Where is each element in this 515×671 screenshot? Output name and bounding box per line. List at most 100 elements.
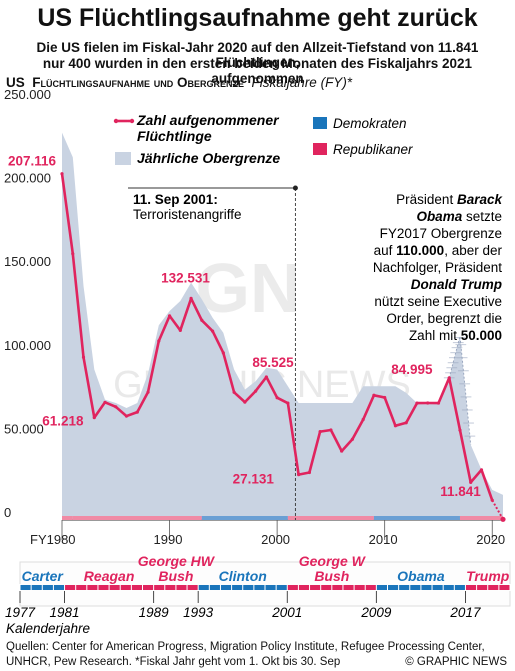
admissions-point	[275, 396, 279, 400]
admissions-point	[458, 428, 462, 432]
admissions-point	[297, 473, 301, 477]
annotation-line-1: Präsident Barack	[396, 192, 503, 207]
president-year-label: 2017	[449, 605, 481, 620]
admissions-point	[92, 416, 96, 420]
annotation-line-6: Donald Trump	[411, 277, 502, 292]
president-name-line-2: Bush	[158, 568, 193, 584]
point-label: 85.525	[252, 355, 294, 370]
admissions-point	[361, 417, 365, 422]
legend-democrats-swatch	[313, 117, 327, 129]
x-tick-label: 1990	[154, 532, 183, 547]
admissions-point	[469, 480, 473, 484]
president-year-label: 1977	[5, 605, 36, 620]
admissions-point	[383, 395, 387, 400]
annotation-line-3: FY2017 Obergrenze	[380, 226, 502, 241]
president-name-line-2: Bush	[314, 568, 349, 584]
admissions-point	[340, 449, 344, 453]
x-tick-label: 2020	[476, 532, 505, 547]
chart-header-prefix: US	[6, 75, 25, 90]
admissions-point	[60, 172, 64, 176]
sources-line-1: Quellen: Center for American Progress, M…	[6, 641, 485, 653]
legend-ceiling-swatch	[115, 152, 131, 165]
admissions-point	[124, 414, 129, 418]
event-dot	[292, 185, 298, 191]
legend-democrats-label: Demokraten	[333, 116, 407, 131]
president-name-line-1: George HW	[138, 553, 216, 569]
ceiling-area	[62, 132, 503, 520]
admissions-point	[103, 400, 107, 404]
point-label: 132.531	[161, 270, 210, 285]
admissions-point	[243, 400, 247, 404]
annotation-line-4-part-0: auf	[374, 243, 397, 258]
x-tick-label: 2010	[369, 532, 398, 547]
annotation-line-7-part-0: nützt seine Executive	[374, 294, 502, 309]
annotation-line-3-part-0: FY2017 Obergrenze	[380, 226, 502, 241]
president-name: Trump	[466, 568, 510, 584]
president-name: Clinton	[219, 568, 267, 584]
admissions-point	[329, 428, 333, 432]
president-name: Obama	[397, 568, 445, 584]
annotation-line-7: nützt seine Executive	[374, 294, 502, 309]
annotation-line-1-part-0: Präsident	[396, 192, 457, 207]
admissions-point	[490, 498, 494, 502]
admissions-point	[307, 470, 311, 475]
admissions-point	[81, 355, 86, 359]
x-tick-label: FY1980	[30, 532, 76, 547]
legend-line-dot-b	[129, 118, 135, 124]
annotation-line-2-part-0: Obama	[416, 209, 462, 224]
y-tick-label: 50.000	[4, 421, 44, 436]
point-label: 207.116	[8, 154, 57, 169]
credit: © GRAPHIC NEWS	[405, 656, 507, 668]
event-label-bold: 11. Sep 2001:	[133, 192, 218, 207]
legend-line-dot-a	[113, 118, 119, 124]
y-tick-label: 0	[4, 505, 11, 520]
annotation-line-4: auf 110.000, aber der	[374, 243, 503, 258]
admissions-point	[415, 401, 419, 405]
admissions-point-end	[500, 516, 506, 522]
legend-admissions-line-2: Flüchtlinge	[137, 128, 212, 144]
admissions-point	[189, 296, 193, 301]
president-year-label: 2001	[271, 605, 302, 620]
president-name: Reagan	[84, 568, 135, 584]
annotation-line-8-part-0: Order, begrenzt die	[386, 311, 502, 326]
sources-line-2: UNHCR, Pew Research. *Fiskal Jahr geht v…	[6, 656, 341, 668]
admissions-point	[447, 376, 451, 380]
y-tick-label: 200.000	[4, 171, 51, 186]
obama-trump-annotation: Präsident Barack Obama setzte FY2017 Oberg…	[373, 192, 504, 343]
event-line-layer: 11. Sep 2001:Terroristenangriffe	[128, 185, 298, 520]
point-label: 61.218	[42, 414, 84, 429]
party-bar-segment-rep	[62, 516, 73, 520]
admissions-point	[200, 318, 204, 322]
president-year-label: 1993	[183, 605, 214, 620]
point-label: 84.995	[391, 362, 433, 377]
president-name-line-1: George W	[299, 553, 367, 569]
admissions-point	[426, 401, 430, 405]
point-label: 11.841	[440, 484, 481, 499]
annotation-line-9-part-0: Zahl mit	[409, 328, 461, 343]
admissions-point	[436, 401, 441, 405]
admissions-point	[479, 468, 484, 472]
admissions-point	[350, 437, 355, 441]
annotation-line-2: Obama setzte	[416, 209, 502, 224]
watermark-logo: GN	[196, 249, 301, 327]
admissions-point	[178, 328, 182, 333]
admissions-point	[210, 329, 215, 333]
admissions-point	[135, 410, 139, 414]
legend-republicans-label: Republikaner	[333, 142, 413, 157]
annotation-line-9-part-1: 50.000	[461, 328, 502, 343]
event-label: Terroristenangriffe	[133, 207, 242, 222]
legend-republicans-swatch	[313, 143, 327, 155]
party-bar-segment-dem	[201, 516, 288, 520]
calendar-years-label: Kalenderjahre	[6, 621, 90, 636]
admissions-point	[264, 375, 268, 379]
admissions-point	[286, 401, 290, 405]
admissions-point	[71, 252, 75, 256]
annotation-line-4-part-1: 110.000	[396, 243, 444, 258]
annotation-line-1-part-1: Barack	[457, 192, 504, 207]
admissions-point	[232, 390, 236, 394]
president-year-label: 1981	[50, 605, 80, 620]
y-tick-label: 100.000	[4, 338, 51, 353]
admissions-point	[318, 430, 322, 434]
